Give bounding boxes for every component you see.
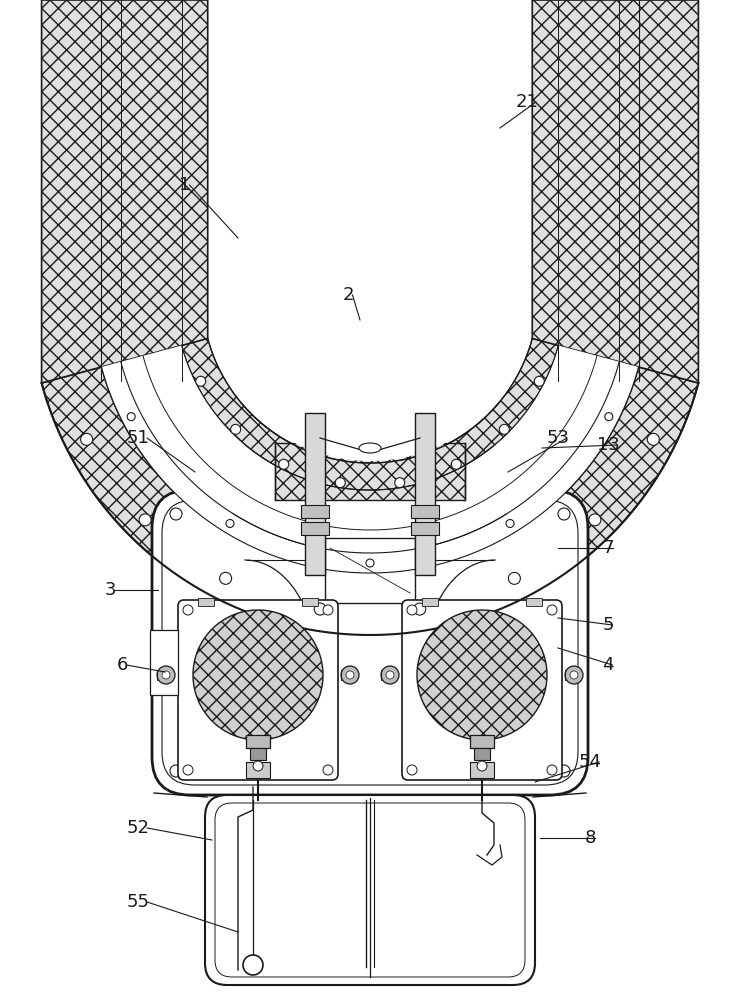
Circle shape bbox=[547, 765, 557, 775]
Circle shape bbox=[341, 666, 359, 684]
Circle shape bbox=[648, 433, 659, 445]
Circle shape bbox=[381, 666, 399, 684]
Polygon shape bbox=[422, 598, 438, 606]
Polygon shape bbox=[121, 345, 619, 553]
Circle shape bbox=[323, 605, 333, 615]
Circle shape bbox=[558, 765, 570, 777]
Polygon shape bbox=[243, 295, 497, 461]
Text: 53: 53 bbox=[547, 429, 570, 447]
Text: 1: 1 bbox=[179, 176, 191, 194]
Circle shape bbox=[231, 424, 240, 434]
Polygon shape bbox=[302, 598, 318, 606]
Text: 51: 51 bbox=[127, 429, 149, 447]
Polygon shape bbox=[532, 0, 699, 383]
Circle shape bbox=[243, 955, 263, 975]
Polygon shape bbox=[275, 443, 465, 500]
Polygon shape bbox=[41, 0, 208, 383]
FancyBboxPatch shape bbox=[205, 795, 535, 985]
Circle shape bbox=[139, 514, 151, 526]
Ellipse shape bbox=[359, 443, 381, 453]
Circle shape bbox=[253, 761, 263, 771]
Circle shape bbox=[183, 765, 193, 775]
Circle shape bbox=[394, 478, 405, 488]
Polygon shape bbox=[301, 505, 329, 518]
Polygon shape bbox=[470, 762, 494, 778]
Text: 54: 54 bbox=[579, 753, 602, 771]
Polygon shape bbox=[246, 735, 270, 748]
FancyBboxPatch shape bbox=[215, 803, 525, 977]
Circle shape bbox=[451, 459, 461, 469]
Polygon shape bbox=[41, 367, 699, 635]
Circle shape bbox=[605, 413, 613, 421]
Circle shape bbox=[226, 520, 234, 528]
Polygon shape bbox=[305, 413, 325, 575]
FancyBboxPatch shape bbox=[402, 600, 562, 780]
Polygon shape bbox=[101, 362, 639, 573]
Circle shape bbox=[314, 603, 326, 615]
Polygon shape bbox=[181, 338, 559, 490]
Polygon shape bbox=[246, 762, 270, 778]
Polygon shape bbox=[193, 610, 323, 740]
Text: 52: 52 bbox=[127, 819, 149, 837]
FancyBboxPatch shape bbox=[152, 490, 588, 795]
Circle shape bbox=[589, 514, 601, 526]
Polygon shape bbox=[470, 735, 494, 748]
Polygon shape bbox=[208, 0, 532, 338]
Circle shape bbox=[162, 671, 170, 679]
Polygon shape bbox=[526, 598, 542, 606]
Polygon shape bbox=[208, 295, 532, 463]
Circle shape bbox=[346, 671, 354, 679]
Text: 4: 4 bbox=[602, 656, 613, 674]
Polygon shape bbox=[150, 630, 178, 695]
Circle shape bbox=[414, 603, 425, 615]
Circle shape bbox=[220, 572, 232, 584]
Circle shape bbox=[508, 572, 520, 584]
Text: 6: 6 bbox=[116, 656, 128, 674]
Polygon shape bbox=[417, 610, 547, 740]
Text: 2: 2 bbox=[342, 286, 354, 304]
Circle shape bbox=[323, 765, 333, 775]
FancyBboxPatch shape bbox=[162, 500, 578, 785]
Text: 55: 55 bbox=[127, 893, 149, 911]
Text: 21: 21 bbox=[516, 93, 539, 111]
Text: 3: 3 bbox=[104, 581, 115, 599]
Circle shape bbox=[279, 459, 289, 469]
Polygon shape bbox=[411, 522, 439, 535]
Circle shape bbox=[127, 413, 135, 421]
Circle shape bbox=[407, 765, 417, 775]
Circle shape bbox=[366, 559, 374, 567]
Circle shape bbox=[170, 765, 182, 777]
FancyBboxPatch shape bbox=[178, 600, 338, 780]
Circle shape bbox=[335, 478, 346, 488]
Polygon shape bbox=[198, 598, 214, 606]
Circle shape bbox=[183, 605, 193, 615]
Circle shape bbox=[558, 508, 570, 520]
Polygon shape bbox=[474, 748, 490, 760]
Circle shape bbox=[534, 376, 545, 386]
Circle shape bbox=[565, 666, 583, 684]
Circle shape bbox=[506, 520, 514, 528]
Circle shape bbox=[386, 671, 394, 679]
Text: 5: 5 bbox=[602, 616, 613, 634]
Circle shape bbox=[195, 376, 206, 386]
Circle shape bbox=[81, 433, 92, 445]
Circle shape bbox=[407, 605, 417, 615]
Circle shape bbox=[170, 508, 182, 520]
Polygon shape bbox=[415, 413, 435, 575]
Polygon shape bbox=[325, 538, 415, 603]
Circle shape bbox=[157, 666, 175, 684]
Circle shape bbox=[570, 671, 578, 679]
Text: 8: 8 bbox=[585, 829, 596, 847]
Circle shape bbox=[547, 605, 557, 615]
Polygon shape bbox=[411, 505, 439, 518]
Circle shape bbox=[500, 424, 509, 434]
Polygon shape bbox=[301, 522, 329, 535]
Text: 13: 13 bbox=[596, 436, 619, 454]
Text: 7: 7 bbox=[602, 539, 613, 557]
Polygon shape bbox=[250, 748, 266, 760]
Circle shape bbox=[477, 761, 487, 771]
